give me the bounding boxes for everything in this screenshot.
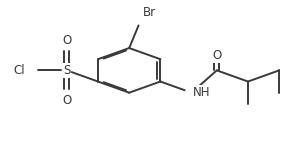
Text: Cl: Cl	[14, 64, 25, 77]
Text: O: O	[62, 94, 72, 107]
Text: NH: NH	[192, 86, 210, 99]
Text: O: O	[212, 49, 222, 62]
Text: S: S	[63, 64, 70, 77]
Text: O: O	[62, 34, 72, 47]
Text: Br: Br	[143, 6, 156, 19]
